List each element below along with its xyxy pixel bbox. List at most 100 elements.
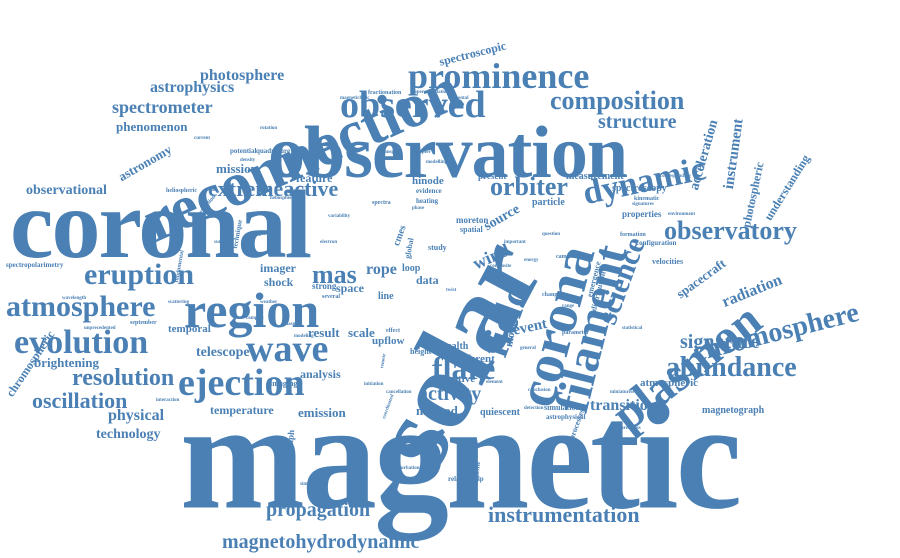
word-atmospheric: atmospheric xyxy=(640,377,699,389)
word-temporal: temporal xyxy=(168,323,211,335)
word-oscillation: oscillation xyxy=(32,388,128,413)
word-telescope: telescope xyxy=(196,345,250,360)
word-spatial: spatial xyxy=(460,225,483,234)
word-formation: formation xyxy=(620,232,646,238)
word-mission: mission xyxy=(216,161,258,176)
word-important: important xyxy=(504,240,526,245)
word-measurements: measurements xyxy=(610,426,641,431)
word-transition: transition xyxy=(590,397,657,414)
word-observation: observation xyxy=(268,112,628,194)
word-velocities: velocities xyxy=(652,257,684,266)
word-september: september xyxy=(130,320,157,326)
word-spectropolarimetry: spectropolarimetry xyxy=(6,261,64,269)
word-method: method xyxy=(416,403,458,418)
word-astrophysics: astrophysics xyxy=(150,79,235,96)
word-simulation: simulation xyxy=(544,403,581,412)
word-sunspot: sunspot xyxy=(382,150,399,155)
word-heliosphere: heliosphere xyxy=(270,196,295,201)
word-abundance: abundance xyxy=(666,352,797,383)
word-coronal: coronal xyxy=(10,171,312,279)
word-stealth: stealth xyxy=(440,341,469,352)
word-result: result xyxy=(308,325,340,340)
word-activity: activity xyxy=(418,383,482,405)
word-corresponding: corresponding xyxy=(660,174,691,179)
word-several: several xyxy=(322,294,340,300)
word-scale: scale xyxy=(348,325,375,340)
word-particle: particle xyxy=(532,197,565,208)
word-unprecedented: unprecedented xyxy=(84,326,116,331)
word-potential: potential xyxy=(230,147,257,155)
word-scattering: scattering xyxy=(168,300,190,305)
word-brightening: brightening xyxy=(34,355,100,370)
word-composite: composite xyxy=(490,264,512,269)
word-strong: strong xyxy=(312,281,337,291)
word-signatures: signatures xyxy=(632,202,654,207)
word-radiation: radiation xyxy=(719,271,785,311)
word-spectra: spectra xyxy=(372,200,391,206)
word-fractionation: fractionation xyxy=(368,90,402,96)
word-magnetograph: magnetograph xyxy=(702,405,765,416)
word-supergranulation: supergranulation xyxy=(412,90,449,95)
word-twist: twist xyxy=(446,288,457,293)
word-campfire: campfire xyxy=(556,254,579,260)
word-spectroscopy: spectroscopy xyxy=(612,183,667,194)
word-temperature: temperature xyxy=(210,403,274,417)
word-conclusion: conclusion xyxy=(528,388,551,393)
word-line: line xyxy=(378,291,394,302)
word-emission: emission xyxy=(298,405,346,420)
word-astrophysical: astrophysical xyxy=(546,413,586,421)
word-signature: signature xyxy=(680,331,760,353)
word-data: data xyxy=(416,273,439,287)
word-understanding: understanding xyxy=(761,152,813,223)
word-eruption: eruption xyxy=(84,258,195,291)
word-observational: observational xyxy=(26,183,107,198)
word-feature: feature xyxy=(296,171,333,185)
word-eruptive: eruptive xyxy=(436,373,476,385)
word-wavelength: wavelength xyxy=(62,296,87,301)
word-heliospheric: heliospheric xyxy=(166,188,197,194)
word-prominence: prominence xyxy=(408,56,590,96)
word-properties: properties xyxy=(622,209,662,219)
word-region: region xyxy=(184,282,320,338)
word-upflow: upflow xyxy=(372,335,405,347)
word-measurement: measurement xyxy=(566,171,624,182)
word-structure: structure xyxy=(598,111,677,133)
word-electron: electron xyxy=(320,240,338,245)
word-wave: wave xyxy=(246,328,329,370)
word-complex: complex xyxy=(246,316,264,321)
word-range: range xyxy=(562,304,575,309)
word-evolution: evolution xyxy=(14,324,149,361)
word-interaction: interaction xyxy=(156,398,180,403)
word-instrument: instrument xyxy=(721,117,747,191)
word-moreton: moreton xyxy=(456,215,489,225)
word-configuration: configuration xyxy=(636,239,677,247)
word-extremeactive: extremeactive xyxy=(208,176,339,201)
word-imager: imager xyxy=(260,261,296,275)
word-observed: observed xyxy=(340,84,486,126)
word-cancellation: cancellation xyxy=(386,390,412,395)
word-modeling: modeling xyxy=(294,334,314,339)
word-simultaneous: simultaneous xyxy=(300,482,329,487)
word-mas: mas xyxy=(312,260,357,289)
word-propagation: propagation xyxy=(266,499,371,521)
word-magnetichelic: magnetichelic xyxy=(340,96,370,101)
word-perturbation: perturbation xyxy=(392,466,420,471)
word-question: question xyxy=(542,232,561,237)
word-modelling: modelling xyxy=(426,160,448,165)
word-density: density xyxy=(240,158,256,163)
word-physical: physical xyxy=(108,407,165,424)
word-instrumentation: instrumentation xyxy=(488,502,640,527)
word-plasma: plasma xyxy=(284,322,300,327)
word-height: height xyxy=(410,347,432,356)
word-composition: composition xyxy=(550,86,685,115)
word-current: current xyxy=(194,136,211,141)
word-ejection: ejection xyxy=(178,362,305,404)
word-phase: phase xyxy=(412,206,425,211)
word-energy: energy xyxy=(524,258,539,263)
word-imaging: imaging xyxy=(270,379,298,388)
word-general: general xyxy=(520,346,536,351)
word-rope: rope xyxy=(366,261,397,278)
word-observatory: observatory xyxy=(664,216,797,245)
word-heating: heating xyxy=(416,197,439,205)
word-space: space xyxy=(336,281,364,295)
